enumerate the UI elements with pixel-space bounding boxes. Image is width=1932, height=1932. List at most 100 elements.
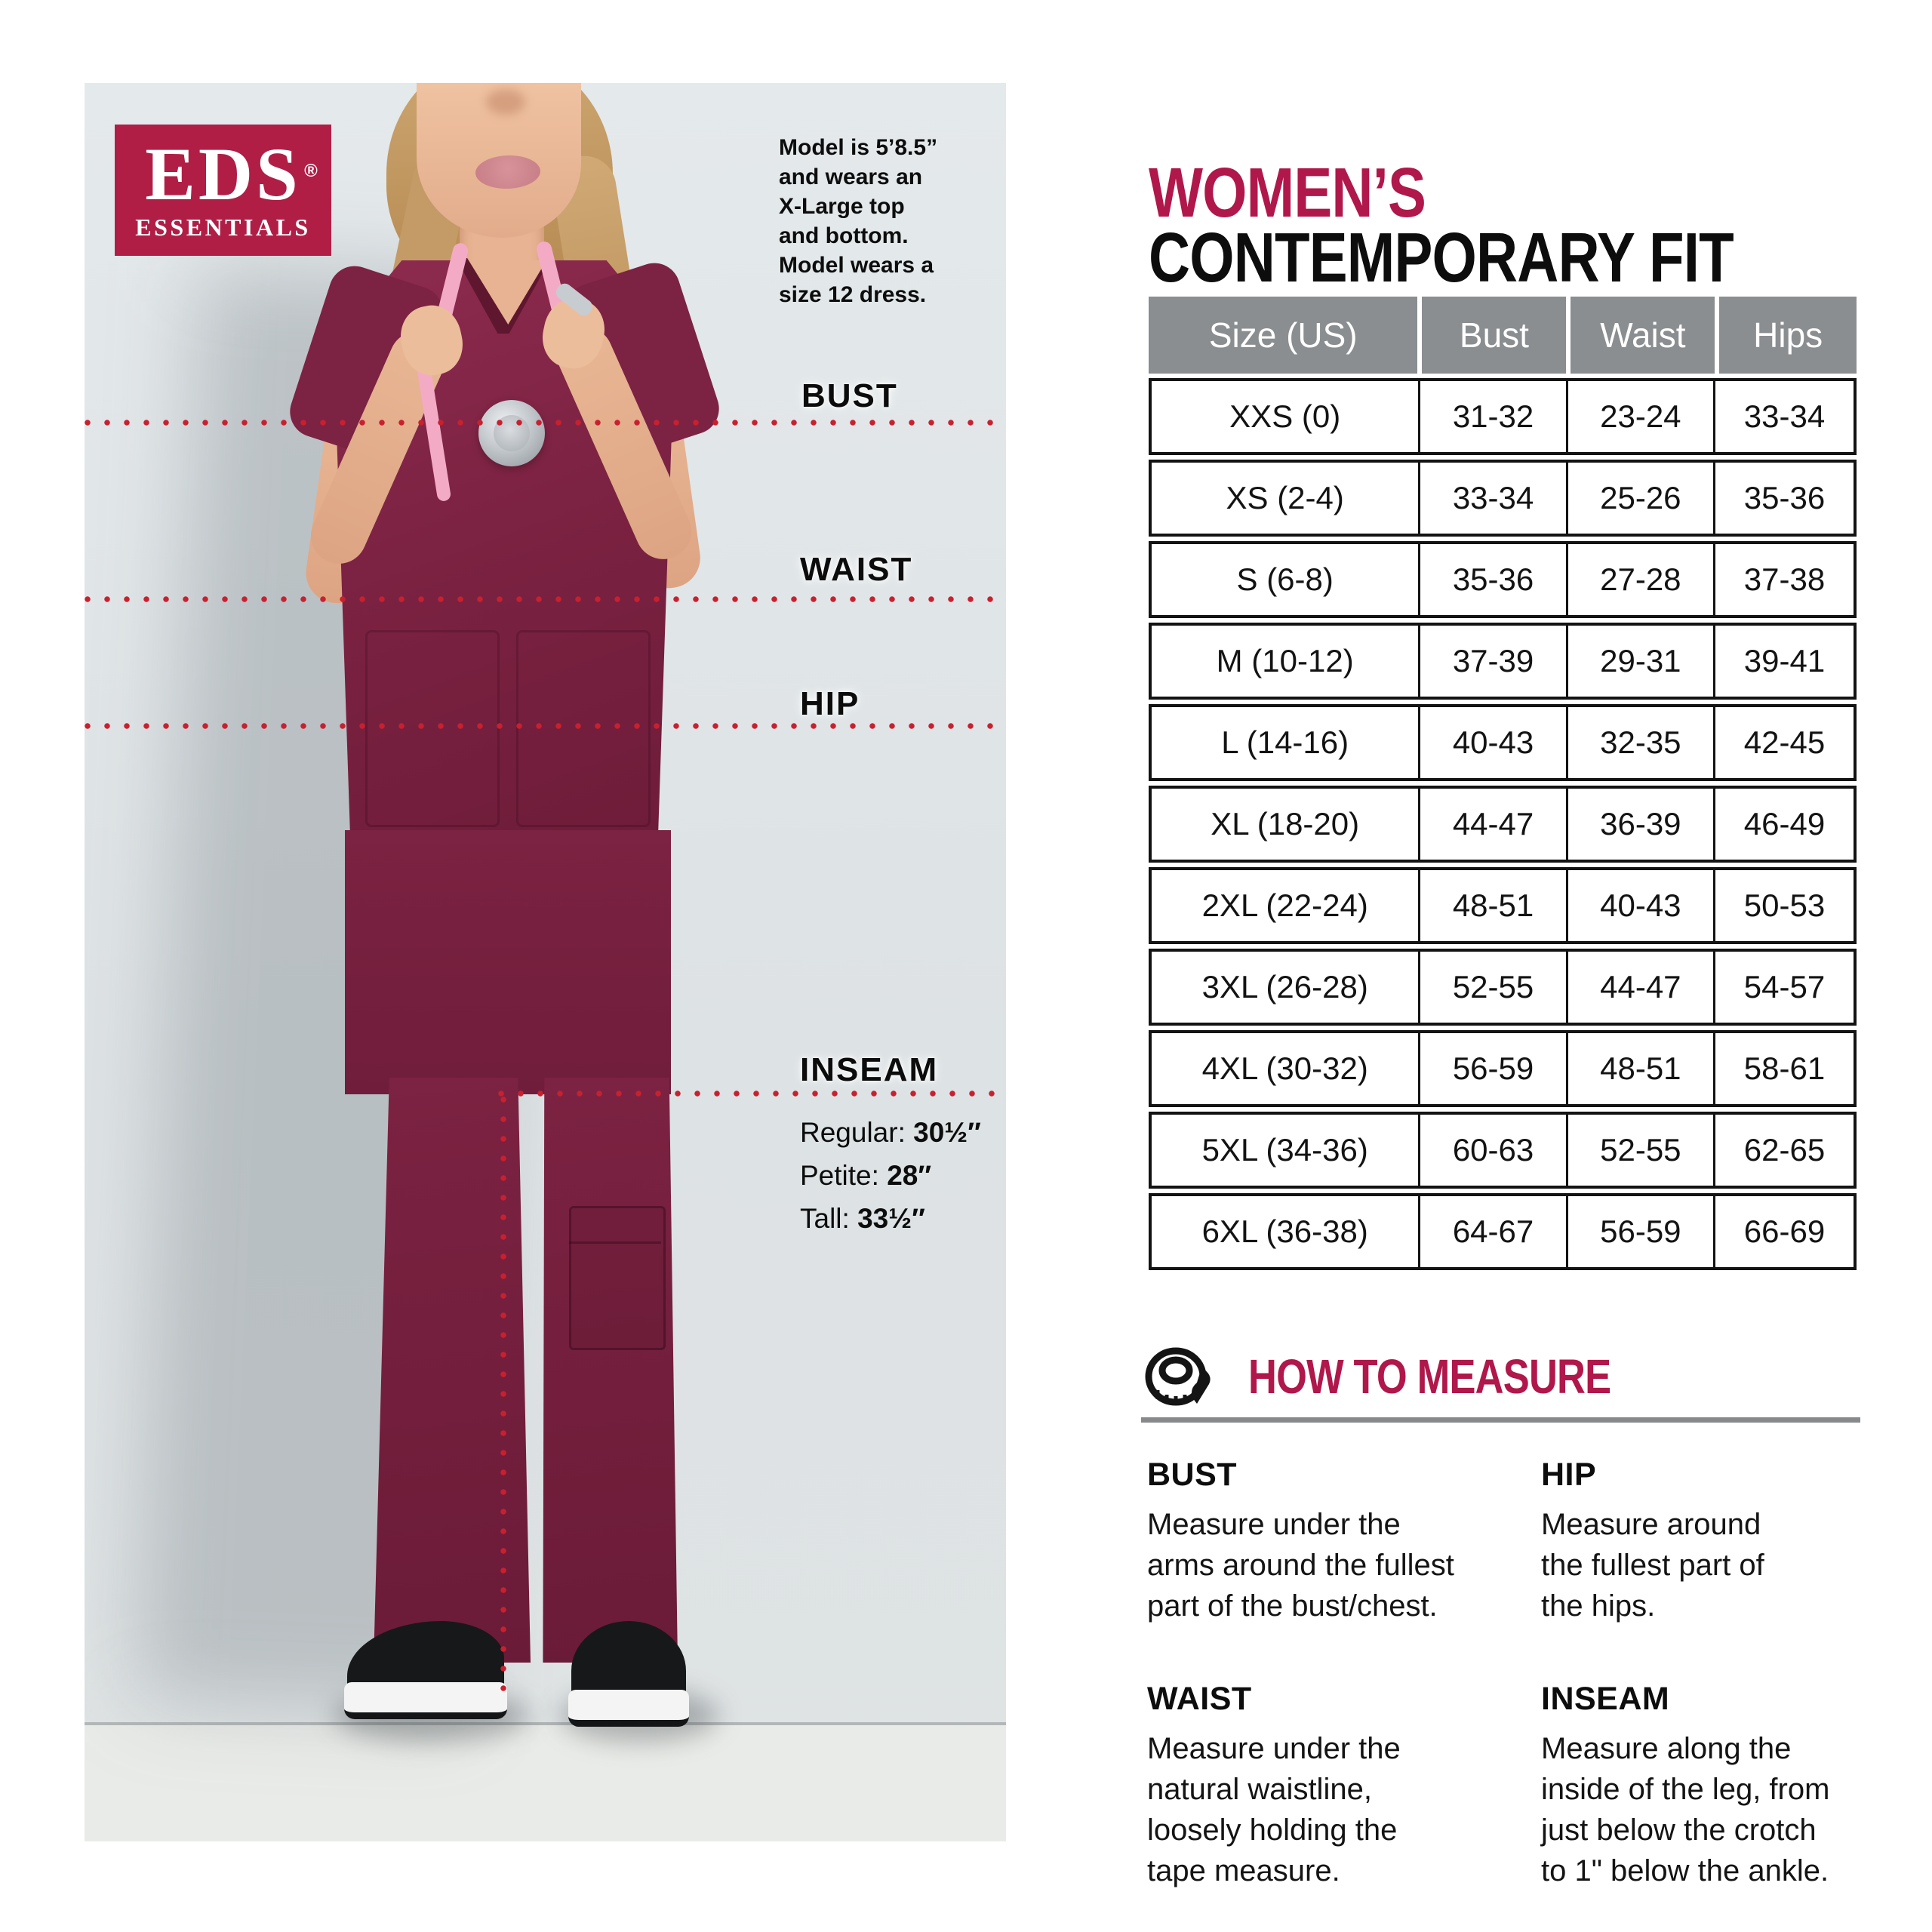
measure-text: Measure along the inside of the leg, fro… bbox=[1541, 1732, 1830, 1887]
table-cell: 31-32 bbox=[1418, 381, 1565, 452]
table-cell: XXS (0) bbox=[1229, 398, 1341, 434]
size-table-body: XXS (0) 31-32 23-24 33-34 XS (2-4) 33-34 25-26… bbox=[1149, 378, 1857, 1270]
table-row: M (10-12) 37-39 29-31 39-41 bbox=[1149, 623, 1857, 700]
table-cell: 5XL (34-36) bbox=[1201, 1132, 1368, 1168]
measure-text: Measure under the arms around the fulles… bbox=[1147, 1508, 1454, 1623]
table-header-cell: Hips bbox=[1715, 297, 1857, 374]
measure-heading: WAIST bbox=[1147, 1681, 1252, 1717]
table-cell: L (14-16) bbox=[1221, 724, 1349, 760]
table-cell: 56-59 bbox=[1418, 1033, 1565, 1104]
table-cell: XL (18-20) bbox=[1211, 806, 1360, 841]
table-cell: 48-51 bbox=[1418, 870, 1565, 941]
divider-rule bbox=[1141, 1417, 1860, 1423]
model-photo: EDS ® ESSENTIALS Model is 5’8.5” and wear… bbox=[85, 83, 1006, 1841]
table-cell: 40-43 bbox=[1565, 870, 1713, 941]
table-cell: 2XL (22-24) bbox=[1201, 888, 1368, 923]
registered-mark: ® bbox=[304, 160, 321, 181]
table-cell: 32-35 bbox=[1565, 707, 1713, 778]
bust-guide-line bbox=[85, 420, 1006, 426]
measure-text: Measure around the fullest part of the h… bbox=[1541, 1508, 1764, 1623]
table-cell: 50-53 bbox=[1712, 870, 1854, 941]
scrub-pants bbox=[345, 830, 671, 1094]
table-cell: 4XL (30-32) bbox=[1201, 1051, 1368, 1086]
table-cell: 23-24 bbox=[1565, 381, 1713, 452]
brand-logo: EDS ® ESSENTIALS bbox=[115, 125, 331, 256]
scrub-pant-leg bbox=[374, 1078, 531, 1663]
table-cell: 46-49 bbox=[1712, 789, 1854, 860]
shoe bbox=[568, 1621, 689, 1727]
table-cell: 44-47 bbox=[1565, 952, 1713, 1023]
brand-logo-text: EDS ® bbox=[145, 131, 321, 216]
table-cell: XS (2-4) bbox=[1226, 480, 1344, 515]
measure-heading: INSEAM bbox=[1541, 1681, 1670, 1717]
measure-section-bust: BUST Measure under the arms around the f… bbox=[1147, 1457, 1483, 1626]
inseam-length-tall: Tall: 33½″ bbox=[800, 1203, 925, 1234]
table-row: 5XL (34-36) 60-63 52-55 62-65 bbox=[1149, 1112, 1857, 1189]
table-cell: 40-43 bbox=[1418, 707, 1565, 778]
table-cell: 39-41 bbox=[1712, 626, 1854, 697]
table-cell: 33-34 bbox=[1418, 463, 1565, 534]
measure-section-inseam: INSEAM Measure along the inside of the l… bbox=[1541, 1681, 1900, 1891]
inseam-vertical-guide-line bbox=[500, 1097, 506, 1694]
table-cell: 52-55 bbox=[1418, 952, 1565, 1023]
photo-floor bbox=[85, 1722, 1006, 1841]
table-cell: 29-31 bbox=[1565, 626, 1713, 697]
table-cell: 60-63 bbox=[1418, 1115, 1565, 1186]
table-row: S (6-8) 35-36 27-28 37-38 bbox=[1149, 541, 1857, 618]
measure-section-waist: WAIST Measure under the natural waistlin… bbox=[1147, 1681, 1483, 1891]
table-cell: 56-59 bbox=[1565, 1196, 1713, 1267]
table-cell: 58-61 bbox=[1712, 1033, 1854, 1104]
table-cell: 25-26 bbox=[1565, 463, 1713, 534]
scrub-pant-leg bbox=[543, 1078, 678, 1663]
inseam-lengths: Regular: 30½″ Petite: 28″ Tall: 33½″ bbox=[800, 1111, 981, 1240]
cargo-pocket bbox=[569, 1206, 666, 1350]
table-header-cell: Bust bbox=[1417, 297, 1566, 374]
measure-heading: HIP bbox=[1541, 1457, 1597, 1493]
table-cell: 36-39 bbox=[1565, 789, 1713, 860]
table-header-cell: Waist bbox=[1566, 297, 1715, 374]
bust-label: BUST bbox=[801, 377, 898, 414]
table-cell: 3XL (26-28) bbox=[1201, 969, 1368, 1004]
hip-guide-line bbox=[85, 723, 1006, 729]
table-cell: 35-36 bbox=[1712, 463, 1854, 534]
table-cell: 66-69 bbox=[1712, 1196, 1854, 1267]
table-cell: 64-67 bbox=[1418, 1196, 1565, 1267]
model-info-text: Model is 5’8.5” and wears an X-Large top… bbox=[779, 135, 938, 307]
table-row: XS (2-4) 33-34 25-26 35-36 bbox=[1149, 460, 1857, 537]
stethoscope-chestpiece bbox=[478, 400, 545, 466]
table-cell: 37-38 bbox=[1712, 544, 1854, 615]
table-cell: 6XL (36-38) bbox=[1201, 1214, 1368, 1249]
how-to-measure-title: HOW TO MEASURE bbox=[1248, 1349, 1611, 1404]
table-cell: 48-51 bbox=[1565, 1033, 1713, 1104]
table-row: XXS (0) 31-32 23-24 33-34 bbox=[1149, 378, 1857, 455]
table-cell: 33-34 bbox=[1712, 381, 1854, 452]
table-cell: 62-65 bbox=[1712, 1115, 1854, 1186]
measuring-tape-icon bbox=[1145, 1347, 1211, 1406]
inseam-length-regular: Regular: 30½″ bbox=[800, 1117, 981, 1148]
table-cell: 27-28 bbox=[1565, 544, 1713, 615]
inseam-label: INSEAM bbox=[800, 1051, 939, 1088]
waist-guide-line bbox=[85, 596, 1006, 602]
table-cell: 52-55 bbox=[1565, 1115, 1713, 1186]
model-lips bbox=[475, 154, 541, 190]
inseam-guide-line bbox=[498, 1091, 1006, 1097]
table-cell: 35-36 bbox=[1418, 544, 1565, 615]
measure-column-right: HIP Measure around the fullest part of t… bbox=[1541, 1457, 1900, 1932]
table-row: 6XL (36-38) 64-67 56-59 66-69 bbox=[1149, 1193, 1857, 1270]
page-title: WOMEN’S CONTEMPORARY FIT bbox=[1149, 158, 1862, 293]
how-to-measure-header: HOW TO MEASURE bbox=[1141, 1337, 1690, 1416]
measure-heading: BUST bbox=[1147, 1457, 1238, 1493]
measure-text: Measure under the natural waistline, loo… bbox=[1147, 1732, 1401, 1887]
model-face bbox=[417, 83, 581, 238]
measure-section-hip: HIP Measure around the fullest part of t… bbox=[1541, 1457, 1900, 1626]
table-cell: M (10-12) bbox=[1216, 643, 1354, 678]
table-header-cell: Size (US) bbox=[1208, 315, 1358, 355]
table-row: 4XL (30-32) 56-59 48-51 58-61 bbox=[1149, 1030, 1857, 1107]
table-row: 3XL (26-28) 52-55 44-47 54-57 bbox=[1149, 949, 1857, 1026]
inseam-length-petite: Petite: 28″ bbox=[800, 1160, 932, 1191]
table-cell: 54-57 bbox=[1712, 952, 1854, 1023]
table-cell: 44-47 bbox=[1418, 789, 1565, 860]
measure-column-left: BUST Measure under the arms around the f… bbox=[1147, 1457, 1483, 1932]
table-row: XL (18-20) 44-47 36-39 46-49 bbox=[1149, 786, 1857, 863]
